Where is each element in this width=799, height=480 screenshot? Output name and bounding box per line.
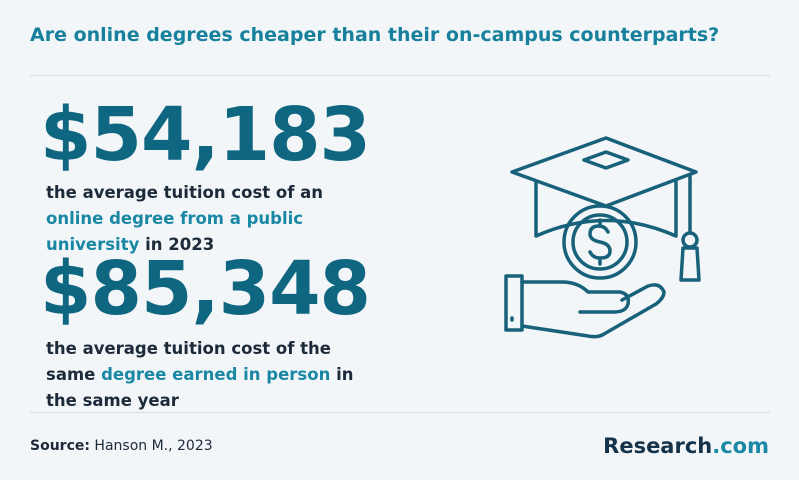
stat-value: $54,183 [40, 92, 371, 178]
divider [30, 75, 770, 76]
stat-value: $85,348 [40, 246, 371, 332]
highlight-text: online degree from a public university [46, 209, 304, 254]
highlight-text: degree earned in person [101, 365, 331, 384]
source-text: Hanson M., 2023 [94, 438, 213, 454]
text: the average tuition cost of the same [46, 339, 331, 384]
source: Source: Hanson M., 2023 [30, 438, 213, 454]
divider [30, 412, 770, 413]
stat-description: the average tuition cost of the same deg… [46, 336, 386, 414]
stat-description: the average tuition cost of an online de… [46, 180, 386, 258]
title: Are online degrees cheaper than their on… [30, 24, 720, 46]
source-label: Source: [30, 438, 90, 454]
brand-suffix: .com [712, 434, 769, 458]
text: in the same year [46, 365, 354, 410]
brand-name: Research [603, 434, 713, 458]
brand-logo: Research.com [603, 434, 769, 458]
text: the average tuition cost of an [46, 183, 324, 202]
text: in 2023 [139, 235, 215, 254]
